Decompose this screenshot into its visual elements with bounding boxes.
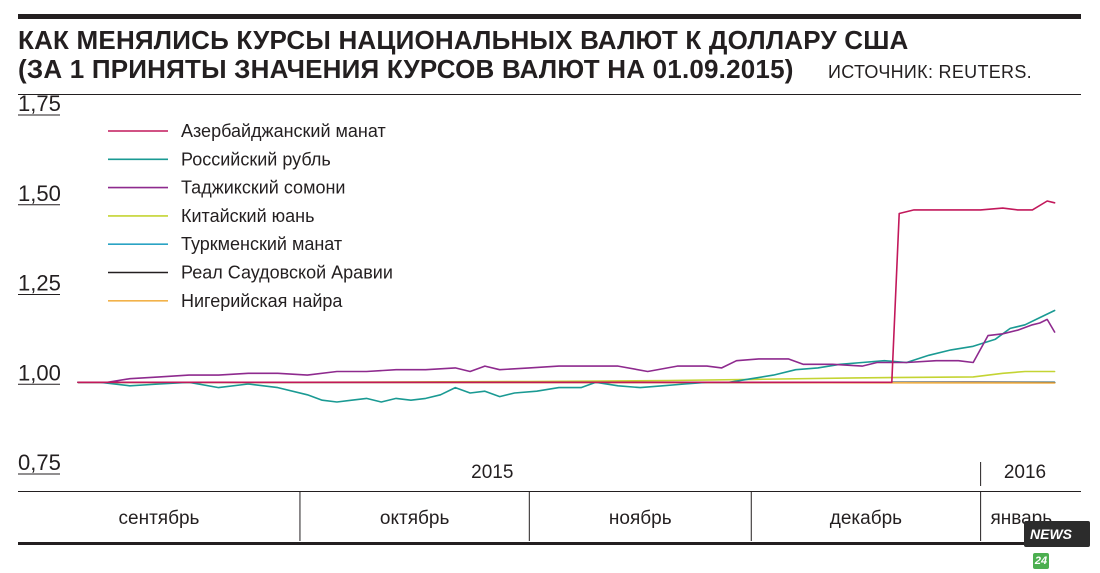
brand-logo-mark: 24: [1033, 553, 1049, 569]
month-label: октябрь: [380, 508, 450, 529]
legend-label: Туркменский манат: [181, 234, 342, 254]
legend-label: Таджикский сомони: [181, 178, 345, 198]
legend-label: Азербайджанский манат: [181, 121, 386, 141]
series-line: [78, 372, 1055, 383]
year-label: 2016: [1004, 462, 1046, 483]
brand-logo: NEWS24: [1024, 521, 1090, 547]
series-line: [78, 319, 1055, 382]
y-tick-label: 1,00: [18, 360, 61, 385]
legend-label: Российский рубль: [181, 149, 331, 169]
month-label: декабрь: [830, 508, 902, 529]
y-tick-label: 1,75: [18, 91, 61, 116]
y-tick-label: 1,50: [18, 181, 61, 206]
y-tick-label: 1,25: [18, 271, 61, 296]
month-label: сентябрь: [119, 508, 200, 529]
line-chart: 1,75 1,50 1,25 1,00 0,75 2015 2016 сентябрь октя…: [0, 0, 1100, 554]
brand-logo-text: NEWS: [1030, 526, 1072, 542]
legend-label: Реал Саудовской Аравии: [181, 263, 393, 283]
year-label: 2015: [471, 462, 513, 483]
month-label: ноябрь: [609, 508, 672, 529]
legend-label: Нигерийская найра: [181, 291, 343, 311]
legend-label: Китайский юань: [181, 206, 314, 226]
y-tick-label: 0,75: [18, 450, 61, 475]
series-line: [78, 311, 1055, 403]
